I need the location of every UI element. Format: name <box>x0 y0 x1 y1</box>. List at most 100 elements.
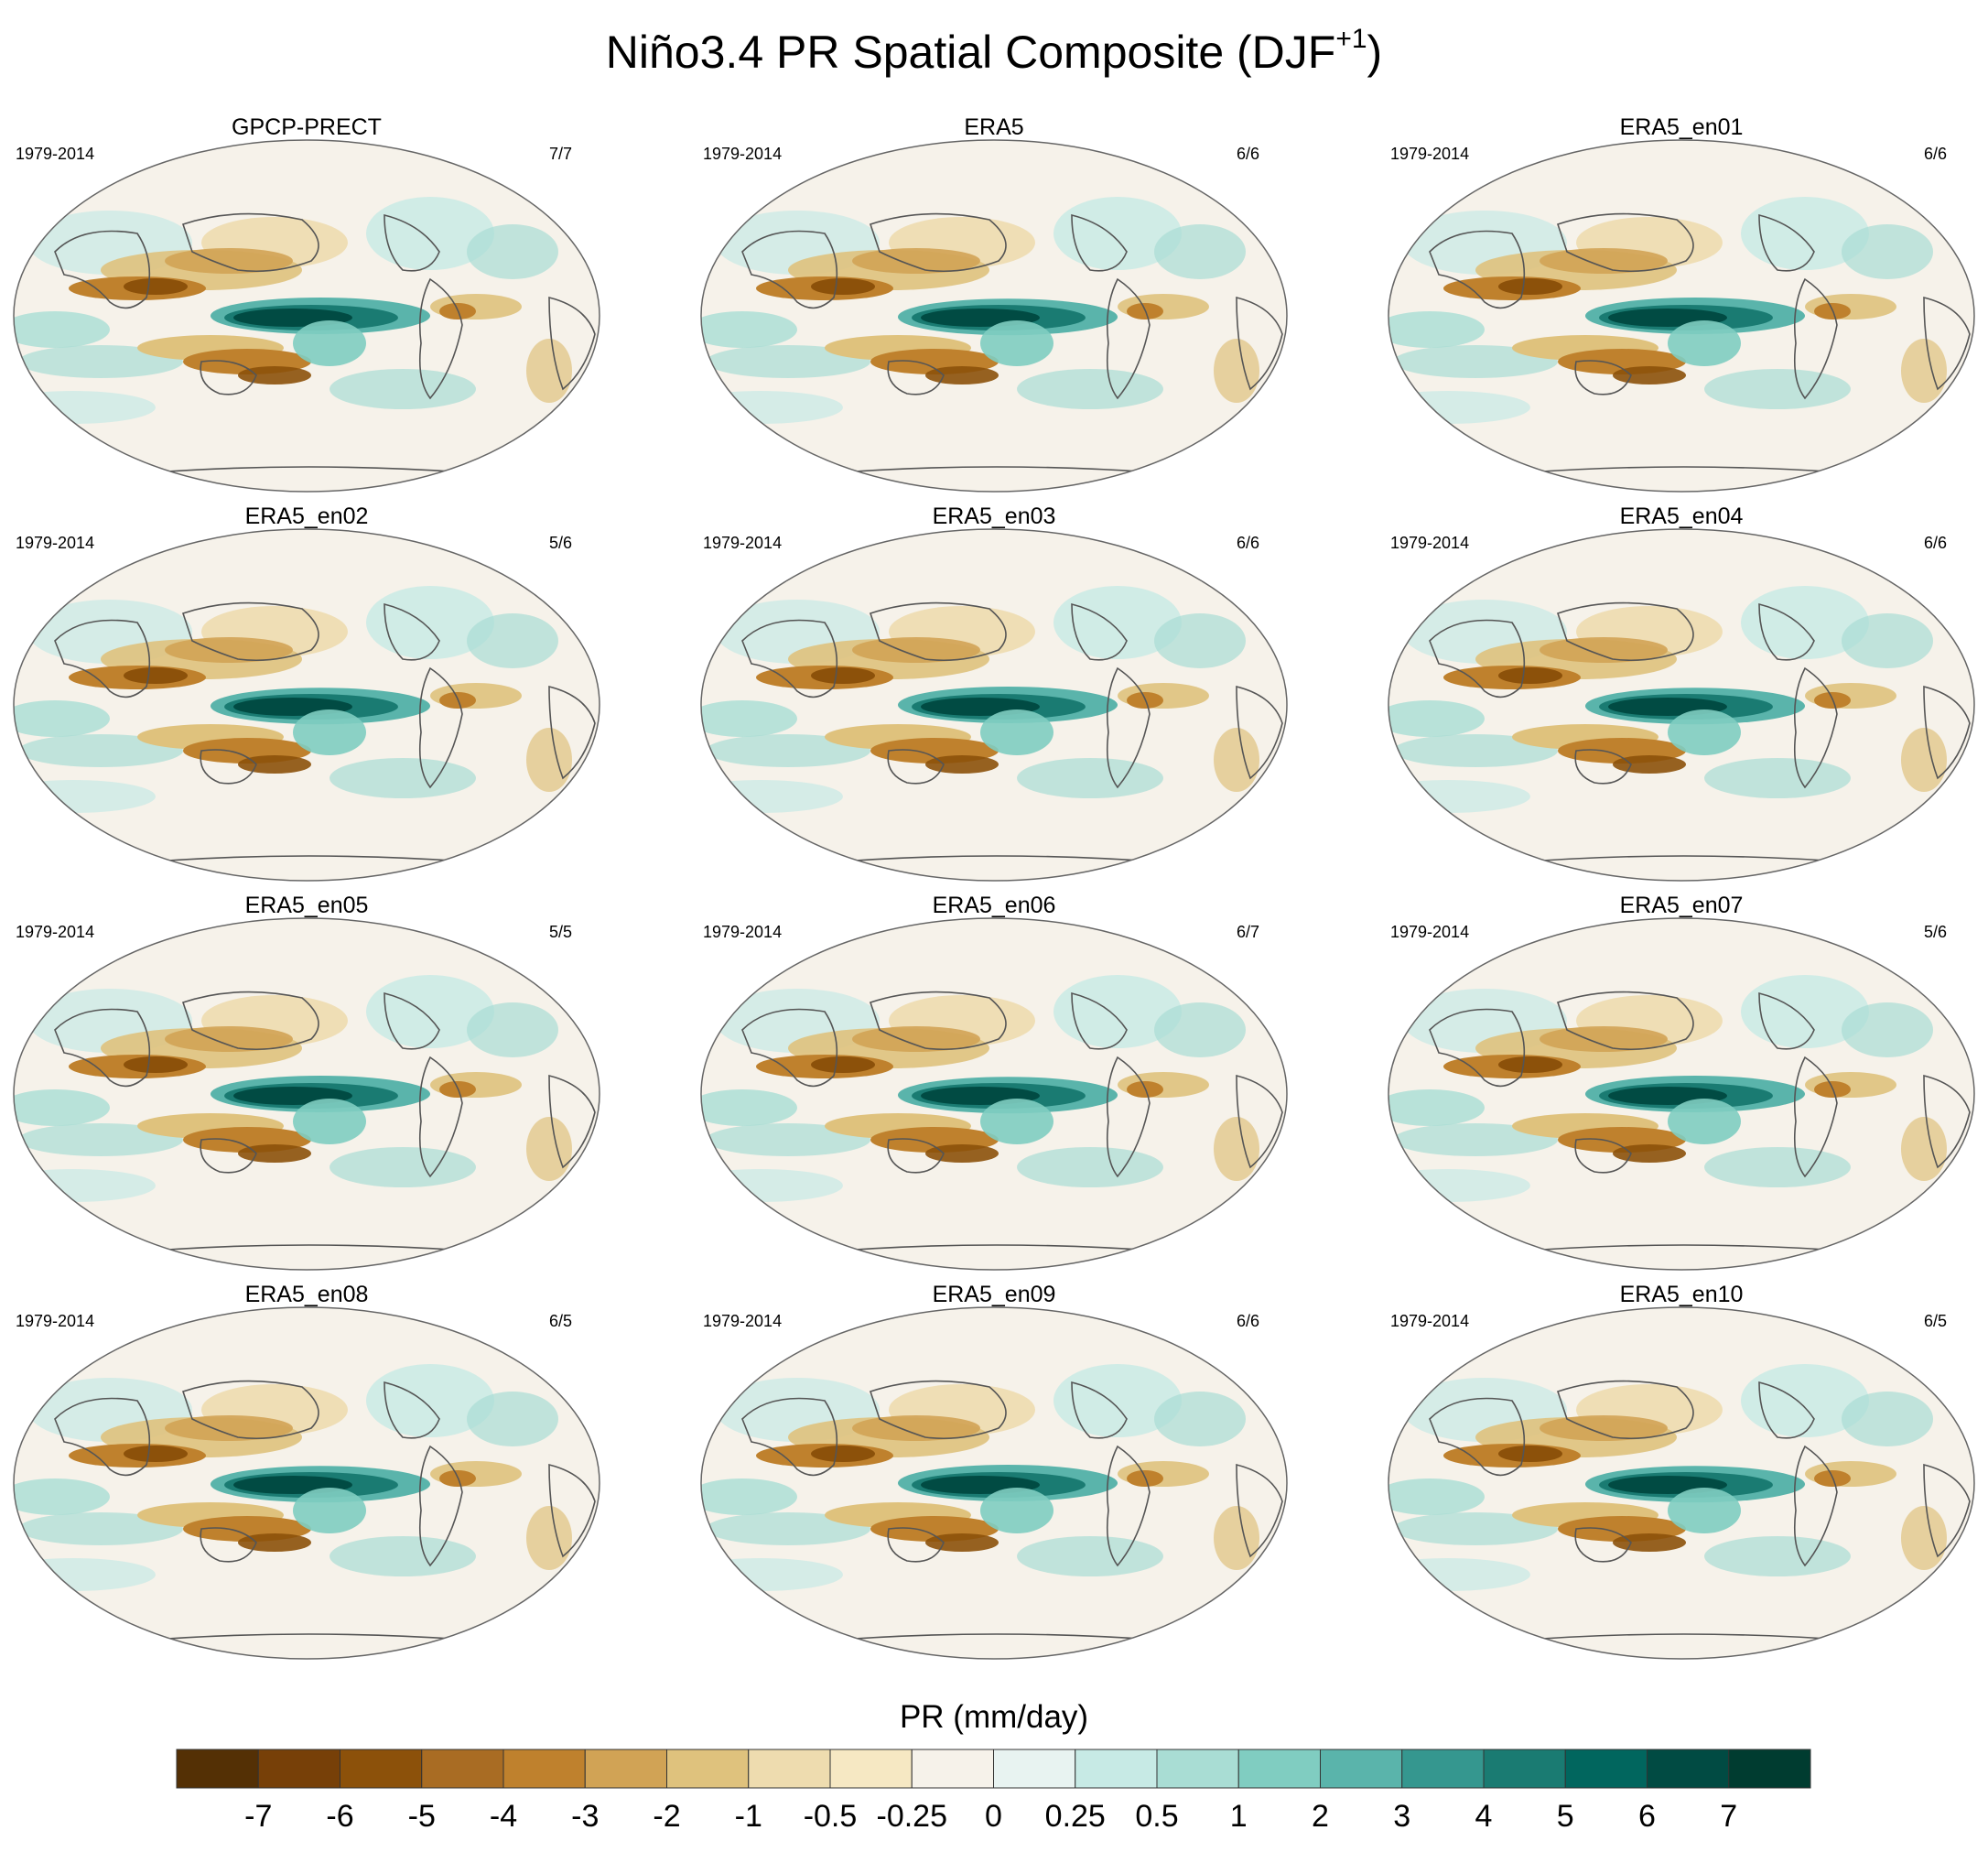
colorbar-swatch <box>993 1749 1076 1789</box>
panel-period: 1979-2014 <box>1390 534 1470 552</box>
map-panel: ERA5_en06 1979-2014 6/7 <box>687 893 1328 1271</box>
colorbar-swatch <box>257 1749 340 1789</box>
map-panel: ERA5_en02 1979-2014 5/6 <box>0 504 641 882</box>
colorbar-swatch <box>1647 1749 1730 1789</box>
colorbar-tick-label: -6 <box>326 1799 353 1834</box>
colorbar-swatch <box>911 1749 994 1789</box>
panel-event-count: 5/6 <box>549 534 573 552</box>
map-ellipse <box>13 528 600 882</box>
panel-event-count: 6/5 <box>1924 1312 1948 1330</box>
panel-period: 1979-2014 <box>16 145 95 163</box>
panel-event-count: 6/6 <box>1924 534 1948 552</box>
colorbar-tick-label: 2 <box>1312 1799 1329 1834</box>
panel-title: GPCP-PRECT <box>232 114 382 140</box>
panel-event-count: 5/6 <box>1924 923 1948 941</box>
colorbar-tick-label: -3 <box>571 1799 599 1834</box>
colorbar-tick-label: -0.25 <box>877 1799 948 1834</box>
colorbar-tick-label: -4 <box>490 1799 517 1834</box>
colorbar-tick-label: -5 <box>408 1799 436 1834</box>
map-ellipse <box>1388 1306 1975 1660</box>
map-panel: ERA5_en10 1979-2014 6/5 <box>1375 1282 1988 1660</box>
panel-title: ERA5_en02 <box>244 504 369 529</box>
panel-event-count: 7/7 <box>549 145 573 163</box>
colorbar-title: PR (mm/day) <box>899 1699 1089 1735</box>
colorbar-tick-label: 0.25 <box>1045 1799 1106 1834</box>
colorbar-tick-label: -1 <box>735 1799 762 1834</box>
map-ellipse <box>1388 917 1975 1271</box>
panel-title: ERA5_en06 <box>932 893 1056 918</box>
map-panel: ERA5 1979-2014 6/6 <box>687 114 1328 493</box>
map-ellipse <box>13 917 600 1271</box>
panel-title: ERA5_en07 <box>1619 893 1744 918</box>
panel-period: 1979-2014 <box>703 145 783 163</box>
panel-event-count: 6/6 <box>1237 1312 1260 1330</box>
panel-period: 1979-2014 <box>16 923 95 941</box>
colorbar-tick-label: 0 <box>985 1799 1002 1834</box>
panel-period: 1979-2014 <box>16 534 95 552</box>
panel-period: 1979-2014 <box>703 1312 783 1330</box>
panel-period: 1979-2014 <box>1390 923 1470 941</box>
colorbar-tick-label: -7 <box>244 1799 272 1834</box>
panel-event-count: 6/6 <box>1237 145 1260 163</box>
panel-event-count: 6/5 <box>549 1312 573 1330</box>
panel-title: ERA5_en05 <box>244 893 369 918</box>
colorbar-tick-label: 7 <box>1720 1799 1737 1834</box>
map-ellipse <box>700 1306 1288 1660</box>
colorbar-swatch <box>340 1749 423 1789</box>
map-panel: ERA5_en01 1979-2014 6/6 <box>1375 114 1988 493</box>
panel-event-count: 6/6 <box>1924 145 1948 163</box>
colorbar-swatch <box>1237 1749 1321 1789</box>
colorbar-swatch <box>829 1749 913 1789</box>
map-panel: ERA5_en07 1979-2014 5/6 <box>1375 893 1988 1271</box>
map-panel: ERA5_en09 1979-2014 6/6 <box>687 1282 1328 1660</box>
panel-period: 1979-2014 <box>703 534 783 552</box>
panel-event-count: 6/7 <box>1237 923 1260 941</box>
map-panel: ERA5_en03 1979-2014 6/6 <box>687 504 1328 882</box>
colorbar-tick-label: -0.5 <box>804 1799 858 1834</box>
map-ellipse <box>700 528 1288 882</box>
panel-event-count: 5/5 <box>549 923 573 941</box>
panel-period: 1979-2014 <box>703 923 783 941</box>
colorbar-tick-label: 3 <box>1393 1799 1410 1834</box>
panel-title: ERA5_en09 <box>932 1282 1056 1307</box>
map-ellipse <box>13 1306 600 1660</box>
map-panel: ERA5_en05 1979-2014 5/5 <box>0 893 641 1271</box>
panel-period: 1979-2014 <box>1390 145 1470 163</box>
map-ellipse <box>1388 139 1975 493</box>
map-panel: ERA5_en04 1979-2014 6/6 <box>1375 504 1988 882</box>
figure-title: Niño3.4 PR Spatial Composite (DJF+1) <box>605 24 1383 78</box>
map-ellipse <box>700 917 1288 1271</box>
panel-event-count: 6/6 <box>1237 534 1260 552</box>
colorbar-swatch <box>1075 1749 1158 1789</box>
colorbar-swatch <box>421 1749 504 1789</box>
colorbar-tick-label: 4 <box>1475 1799 1493 1834</box>
panel-title: ERA5_en10 <box>1619 1282 1744 1307</box>
colorbar-swatch <box>584 1749 667 1789</box>
colorbar-tick-label: 0.5 <box>1135 1799 1178 1834</box>
colorbar-swatch <box>502 1749 586 1789</box>
colorbar-swatch <box>748 1749 831 1789</box>
map-ellipse <box>1388 528 1975 882</box>
colorbar-tick-label: 1 <box>1230 1799 1248 1834</box>
panel-title: ERA5_en08 <box>244 1282 369 1307</box>
panel-title: ERA5_en04 <box>1619 504 1744 529</box>
panel-title: ERA5 <box>964 114 1024 140</box>
colorbar-swatch <box>1564 1749 1648 1789</box>
colorbar-tick-label: 6 <box>1638 1799 1656 1834</box>
colorbar-swatch <box>666 1749 750 1789</box>
map-panel: ERA5_en08 1979-2014 6/5 <box>0 1282 641 1660</box>
colorbar-tick-label: -2 <box>653 1799 680 1834</box>
panel-title: ERA5_en01 <box>1619 114 1744 140</box>
panel-period: 1979-2014 <box>1390 1312 1470 1330</box>
panel-period: 1979-2014 <box>16 1312 95 1330</box>
colorbar-swatch <box>1320 1749 1403 1789</box>
panel-title: ERA5_en03 <box>932 504 1056 529</box>
colorbar-swatch <box>176 1749 259 1789</box>
map-panel: GPCP-PRECT 1979-2014 7/7 <box>0 114 641 493</box>
map-ellipse <box>13 139 600 493</box>
colorbar-swatch <box>1156 1749 1239 1789</box>
colorbar-swatch <box>1483 1749 1566 1789</box>
colorbar-swatch <box>1401 1749 1485 1789</box>
map-ellipse <box>700 139 1288 493</box>
colorbar-swatch <box>1728 1749 1811 1789</box>
